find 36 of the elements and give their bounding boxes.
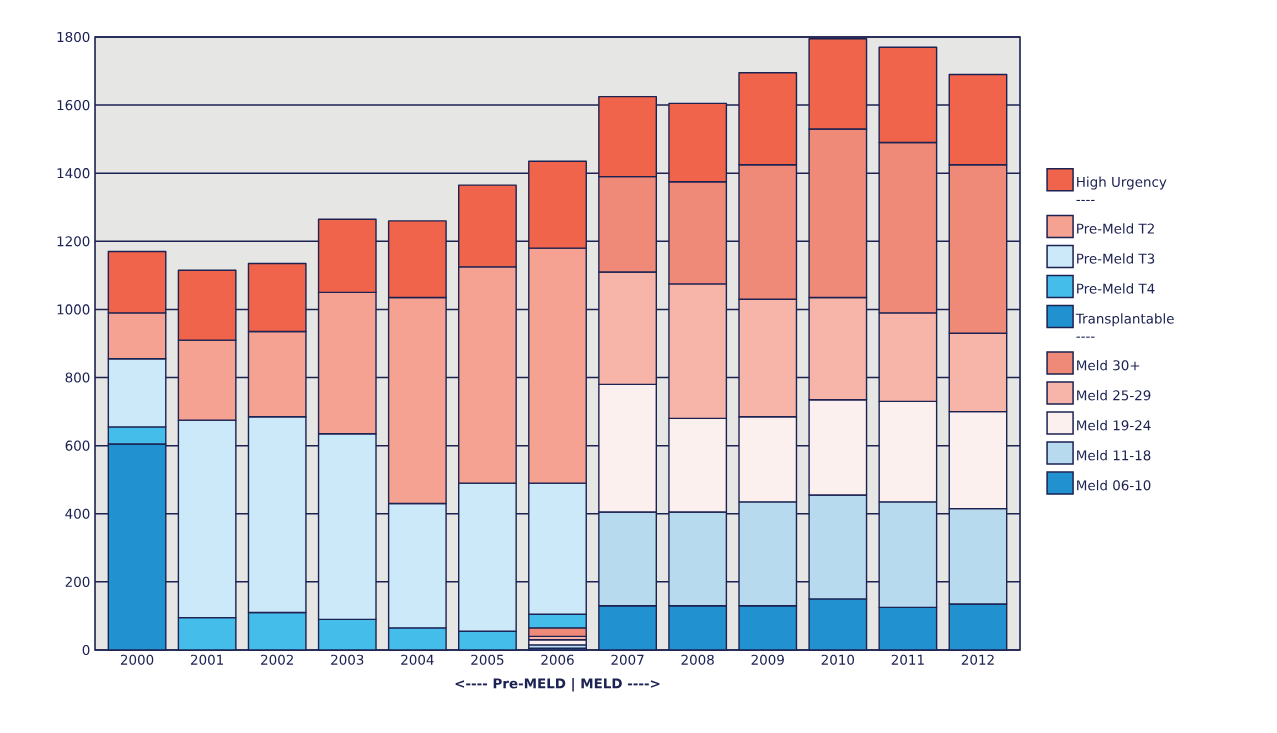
legend-label: Meld 25-29 — [1077, 389, 1151, 401]
legend-label: High Urgency — [1077, 176, 1167, 190]
legend-label: Pre-Meld T3 — [1077, 253, 1155, 264]
text: ---- — [1076, 336, 1095, 338]
x-tick-label: 2010 — [821, 654, 855, 665]
y-tick-label: 1400 — [57, 168, 90, 179]
x-tick-label: 2000 — [120, 654, 154, 665]
x-tick-label: 2011 — [891, 654, 924, 665]
y-tick-label: 800 — [65, 372, 90, 383]
x-tick-label: 2007 — [611, 654, 644, 665]
x-axis-title: <---- Pre-MELD | MELD ----> — [455, 678, 660, 692]
x-tick-label: 2005 — [471, 654, 504, 665]
y-tick-label: 1600 — [57, 100, 90, 111]
x-tick-label: 2003 — [331, 654, 364, 665]
legend-label: Meld 19-24 — [1077, 419, 1151, 431]
y-tick-label: 600 — [65, 440, 90, 451]
legend-label: Transplantable — [1075, 313, 1174, 327]
legend-label: Meld 30+ — [1077, 359, 1140, 371]
text: ---- — [1076, 199, 1095, 201]
y-tick-label: 0 — [82, 644, 90, 656]
x-tick-label: 2008 — [681, 654, 714, 665]
y-tick-label: 1200 — [57, 236, 90, 247]
y-tick-label: 1800 — [57, 31, 90, 43]
y-tick-label: 200 — [65, 576, 90, 587]
x-tick-label: 2004 — [401, 654, 434, 665]
x-tick-label: 2002 — [261, 654, 293, 665]
legend-label: Pre-Meld T2 — [1077, 223, 1154, 234]
x-tick-label: 2012 — [961, 654, 994, 665]
y-tick-label: 400 — [65, 508, 90, 519]
y-tick-label: 1000 — [57, 304, 90, 315]
legend-label: Pre-Meld T4 — [1077, 283, 1155, 294]
x-tick-label: 2006 — [541, 654, 574, 665]
x-tick-label: 2009 — [751, 654, 784, 665]
legend-label: Meld 06-10 — [1077, 479, 1151, 491]
legend-label: Meld 11-18 — [1077, 449, 1151, 461]
x-tick-label: 2001 — [191, 654, 223, 665]
